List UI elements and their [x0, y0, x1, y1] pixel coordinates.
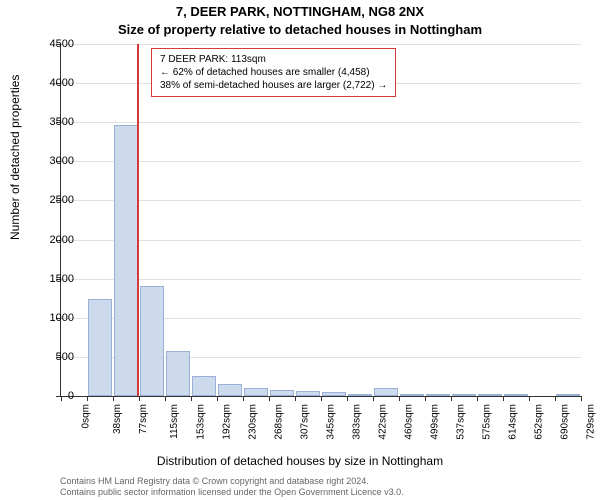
x-tick-mark [191, 396, 192, 401]
y-tick-label: 2000 [50, 234, 74, 246]
chart-title-sub: Size of property relative to detached ho… [0, 22, 600, 37]
x-tick-mark [399, 396, 400, 401]
histogram-bar [556, 394, 581, 396]
x-tick-label: 614sqm [508, 404, 519, 440]
x-tick-mark [139, 396, 140, 401]
annotation-box: 7 DEER PARK: 113sqm← 62% of detached hou… [151, 48, 396, 97]
x-tick-label: 652sqm [534, 404, 545, 440]
histogram-bar [322, 392, 347, 396]
histogram-bar [114, 125, 139, 396]
y-tick-label: 2500 [50, 194, 74, 206]
annotation-line-2: ← 62% of detached houses are smaller (4,… [160, 66, 387, 79]
x-tick-mark [555, 396, 556, 401]
y-tick-label: 3500 [50, 116, 74, 128]
x-tick-label: 153sqm [196, 404, 207, 440]
x-tick-mark [581, 396, 582, 401]
x-tick-label: 575sqm [482, 404, 493, 440]
chart-title-main: 7, DEER PARK, NOTTINGHAM, NG8 2NX [0, 4, 600, 19]
y-tick-label: 1500 [50, 273, 74, 285]
annotation-line-3: 38% of semi-detached houses are larger (… [160, 79, 387, 92]
histogram-bar [192, 376, 217, 396]
y-tick-label: 3000 [50, 155, 74, 167]
x-tick-label: 690sqm [560, 404, 571, 440]
x-tick-label: 268sqm [274, 404, 285, 440]
x-tick-mark [347, 396, 348, 401]
y-axis-label: Number of detached properties [8, 75, 22, 240]
plot-area: 7 DEER PARK: 113sqm← 62% of detached hou… [60, 44, 581, 397]
x-tick-label: 77sqm [138, 404, 149, 434]
footer-line-2: Contains public sector information licen… [60, 487, 404, 498]
histogram-bar [270, 390, 295, 396]
y-tick-label: 4500 [50, 38, 74, 50]
x-tick-mark [451, 396, 452, 401]
footer-line-1: Contains HM Land Registry data © Crown c… [60, 476, 404, 487]
x-tick-label: 307sqm [300, 404, 311, 440]
histogram-bar [452, 394, 477, 396]
x-tick-mark [165, 396, 166, 401]
x-tick-mark [295, 396, 296, 401]
x-tick-label: 383sqm [352, 404, 363, 440]
x-tick-label: 537sqm [456, 404, 467, 440]
histogram-bar [166, 351, 191, 396]
y-tick-label: 4000 [50, 77, 74, 89]
x-tick-mark [321, 396, 322, 401]
x-tick-mark [61, 396, 62, 401]
x-tick-label: 0sqm [80, 404, 91, 428]
reference-line [137, 44, 139, 396]
x-tick-mark [269, 396, 270, 401]
x-tick-mark [113, 396, 114, 401]
x-tick-label: 38sqm [112, 404, 123, 434]
histogram-bar [218, 384, 243, 396]
x-tick-label: 115sqm [169, 404, 180, 439]
histogram-bar [504, 394, 529, 396]
x-tick-label: 729sqm [586, 404, 597, 440]
histogram-bar [88, 299, 113, 396]
x-tick-label: 460sqm [404, 404, 415, 440]
histogram-bar [140, 286, 165, 396]
x-tick-mark [217, 396, 218, 401]
x-tick-mark [87, 396, 88, 401]
x-tick-mark [243, 396, 244, 401]
histogram-bar [244, 388, 269, 396]
x-tick-label: 192sqm [222, 404, 233, 440]
x-tick-label: 499sqm [430, 404, 441, 440]
x-tick-label: 422sqm [378, 404, 389, 440]
y-tick-label: 1000 [50, 312, 74, 324]
x-tick-mark [529, 396, 530, 401]
x-tick-mark [477, 396, 478, 401]
histogram-bar [426, 394, 451, 396]
x-tick-label: 345sqm [326, 404, 337, 440]
y-tick-label: 0 [68, 390, 74, 402]
histogram-bar [478, 394, 503, 396]
histogram-bar [400, 394, 425, 396]
histogram-bar [296, 391, 321, 396]
x-tick-label: 230sqm [248, 404, 259, 440]
x-tick-mark [425, 396, 426, 401]
histogram-bar [374, 388, 399, 396]
x-axis-label: Distribution of detached houses by size … [0, 454, 600, 468]
y-tick-label: 500 [56, 351, 74, 363]
annotation-line-1: 7 DEER PARK: 113sqm [160, 53, 387, 66]
histogram-bar [348, 394, 373, 396]
chart-container: 7, DEER PARK, NOTTINGHAM, NG8 2NX Size o… [0, 0, 600, 500]
footer-attribution: Contains HM Land Registry data © Crown c… [60, 476, 404, 499]
x-tick-mark [503, 396, 504, 401]
x-tick-mark [373, 396, 374, 401]
